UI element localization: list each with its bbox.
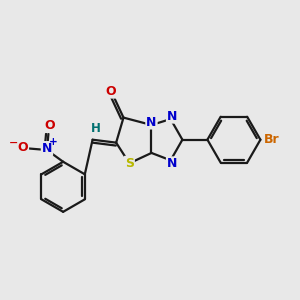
Text: +: +	[49, 137, 58, 147]
Text: O: O	[105, 85, 116, 98]
Text: N: N	[167, 157, 177, 170]
Text: N: N	[42, 142, 52, 155]
Text: O: O	[17, 141, 28, 154]
Text: O: O	[45, 119, 55, 132]
Text: S: S	[125, 157, 134, 170]
Text: H: H	[91, 122, 100, 135]
Text: N: N	[167, 110, 177, 123]
Text: Br: Br	[264, 133, 279, 146]
Text: N: N	[146, 116, 157, 128]
Text: −: −	[9, 138, 19, 148]
